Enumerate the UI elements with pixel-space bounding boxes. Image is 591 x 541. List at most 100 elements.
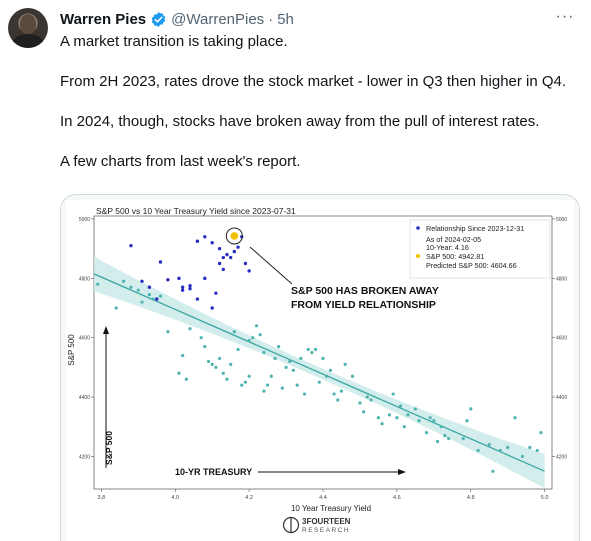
data-point-teal <box>184 377 188 381</box>
data-point-navy <box>195 297 200 301</box>
data-point-navy <box>155 297 159 301</box>
y-axis-label: S&P 500 <box>67 334 76 366</box>
data-point-navy <box>221 267 225 272</box>
data-point-teal <box>328 368 332 372</box>
data-point-teal <box>461 436 465 441</box>
brand-logo-icon <box>282 516 300 534</box>
y-right-tick-label: 4600 <box>556 336 567 342</box>
data-point-teal <box>269 374 273 378</box>
brand-logo: 3FOURTEEN RESEARCH <box>282 516 351 534</box>
y-right-tick-label: 4200 <box>556 454 567 460</box>
tweet-paragraph: From 2H 2023, rates drove the stock mark… <box>60 73 567 90</box>
tweet-header: Warren Pies @WarrenPies · 5h <box>60 9 294 29</box>
data-point-navy <box>147 285 152 289</box>
data-point-teal <box>402 425 406 429</box>
data-point-navy <box>225 252 229 257</box>
data-point-navy <box>203 235 207 239</box>
data-point-teal <box>214 365 218 369</box>
data-point-teal <box>247 339 251 343</box>
data-point-navy <box>158 260 163 264</box>
tweet-paragraph: A market transition is taking place. <box>60 33 288 50</box>
data-point-teal <box>339 389 344 393</box>
data-point-teal <box>465 419 469 423</box>
data-point-teal <box>428 416 432 420</box>
data-point-navy <box>228 255 233 260</box>
legend-marker-navy <box>416 226 420 230</box>
data-point-teal <box>317 380 321 384</box>
data-point-teal <box>513 416 517 420</box>
data-point-teal <box>539 431 543 435</box>
data-point-teal <box>406 413 410 417</box>
data-point-teal <box>358 401 362 405</box>
data-point-teal <box>136 288 140 292</box>
data-point-teal <box>229 362 233 366</box>
legend-ten-year: 10-Year: 4.16 <box>426 243 469 252</box>
data-point-teal <box>443 433 447 438</box>
data-point-teal <box>258 333 262 337</box>
data-point-teal <box>306 347 310 352</box>
avatar-shirt <box>12 34 44 48</box>
data-point-teal <box>498 448 502 453</box>
author-name[interactable]: Warren Pies <box>60 10 147 28</box>
data-point-teal <box>362 410 366 414</box>
tweet-paragraph: In 2024, though, stocks have broken away… <box>60 113 540 130</box>
data-point-teal <box>277 344 281 349</box>
data-point-teal <box>280 386 284 390</box>
data-point-teal <box>129 285 133 289</box>
highlight-point <box>230 232 239 240</box>
y-tick-label: 4600 <box>79 336 90 342</box>
tweet-text: A market transition is taking place. Fro… <box>60 32 575 192</box>
data-point-teal <box>166 330 170 334</box>
brand-subtitle: RESEARCH <box>302 527 350 534</box>
bottom-arrow-head <box>398 469 406 475</box>
data-point-teal <box>188 327 192 331</box>
data-point-navy <box>140 279 144 283</box>
data-point-teal <box>424 431 429 435</box>
annotation-line-1: S&P 500 HAS BROKEN AWAY <box>291 285 439 297</box>
y-right-tick-label: 4400 <box>556 395 567 401</box>
legend-as-of: As of 2024-02-05 <box>426 235 481 244</box>
annotation-pointer-line <box>249 246 293 285</box>
data-point-teal <box>365 395 369 399</box>
data-point-teal <box>295 383 299 387</box>
x-tick-label: 4.2 <box>245 495 253 501</box>
data-point-teal <box>151 297 155 301</box>
data-point-teal <box>181 353 185 358</box>
data-point-teal <box>203 344 207 349</box>
data-point-teal <box>299 356 303 361</box>
verified-badge-icon <box>150 11 167 28</box>
data-point-teal <box>114 306 118 310</box>
tweet-timestamp[interactable]: 5h <box>277 10 294 28</box>
brand-name: 3FOURTEEN <box>302 517 351 526</box>
data-point-teal <box>284 365 288 369</box>
left-arrow-head <box>103 326 109 334</box>
avatar[interactable] <box>8 8 48 48</box>
data-point-teal <box>435 439 440 444</box>
author-handle[interactable]: @WarrenPies <box>171 10 265 28</box>
data-point-teal <box>387 413 392 417</box>
data-point-teal <box>528 445 532 450</box>
y-tick-label: 4200 <box>79 454 90 460</box>
data-point-teal <box>332 392 336 396</box>
data-point-teal <box>247 374 251 378</box>
data-point-teal <box>487 442 491 447</box>
legend-box <box>409 219 551 279</box>
data-point-teal <box>240 383 244 387</box>
data-point-teal <box>391 392 395 396</box>
more-options-icon[interactable]: ··· <box>555 8 575 25</box>
data-point-navy <box>232 249 237 254</box>
x-tick-label: 5.0 <box>541 495 549 501</box>
data-point-teal <box>413 407 417 411</box>
avatar-face <box>20 14 36 34</box>
data-point-navy <box>195 239 200 243</box>
data-point-navy <box>217 246 222 251</box>
data-point-teal <box>291 368 296 372</box>
data-point-teal <box>417 419 421 423</box>
data-point-teal <box>376 416 381 420</box>
x-tick-label: 4.0 <box>171 495 179 501</box>
tweet-media-image[interactable]: 4200 4400 4600 4800 5000 4200 4400 4600 4800 500… <box>60 194 580 541</box>
data-point-teal <box>262 350 266 355</box>
data-point-teal <box>96 282 100 286</box>
regression-line <box>93 273 545 472</box>
data-point-teal <box>262 389 266 393</box>
